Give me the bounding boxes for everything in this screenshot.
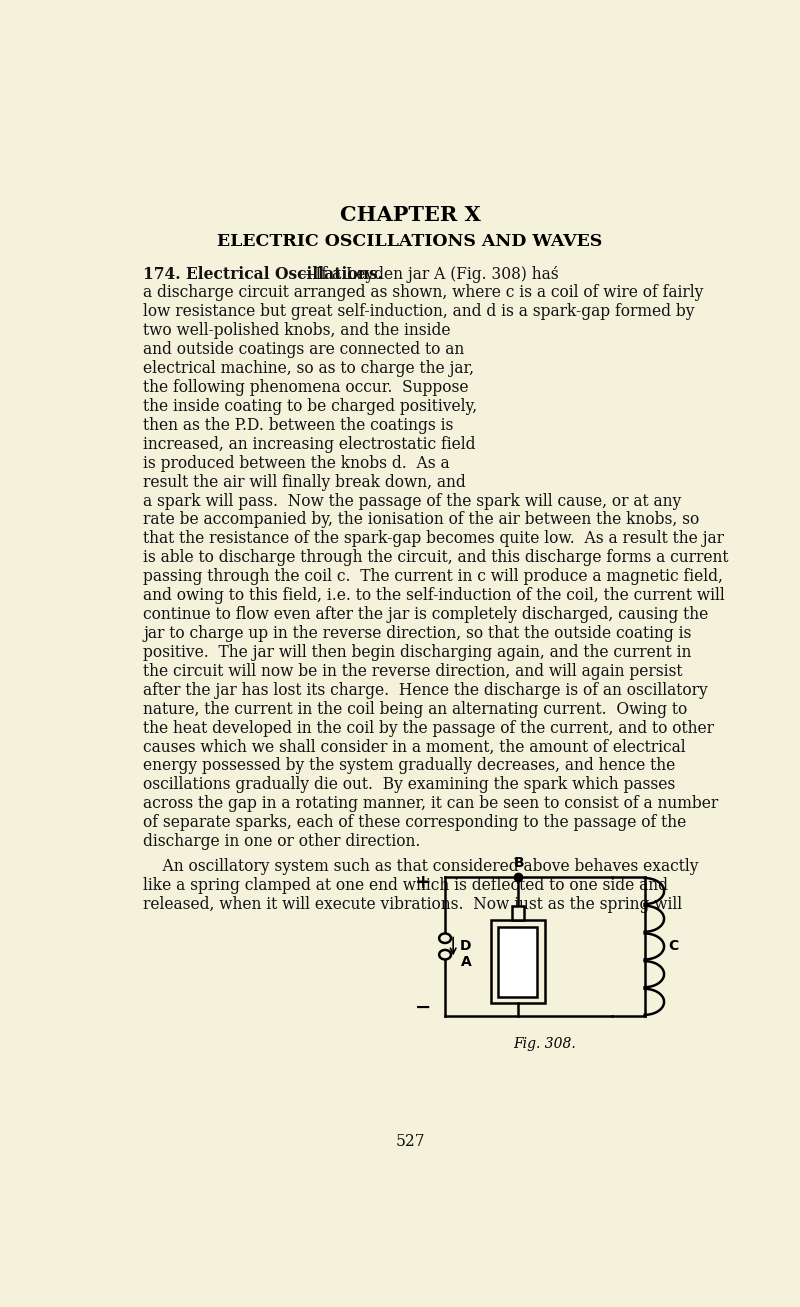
Text: the inside coating to be charged positively,: the inside coating to be charged positiv… (143, 397, 478, 414)
Text: a discharge circuit arranged as shown, where c is a coil of wire of fairly: a discharge circuit arranged as shown, w… (143, 285, 704, 302)
Text: is produced between the knobs d.  As a: is produced between the knobs d. As a (143, 455, 450, 472)
Text: —If a Leyden jar A (Fig. 308) haś: —If a Leyden jar A (Fig. 308) haś (300, 265, 558, 282)
Text: energy possessed by the system gradually decreases, and hence the: energy possessed by the system gradually… (143, 758, 676, 775)
Text: is able to discharge through the circuit, and this discharge forms a current: is able to discharge through the circuit… (143, 549, 729, 566)
Text: a spark will pass.  Now the passage of the spark will cause, or at any: a spark will pass. Now the passage of th… (143, 493, 682, 510)
Text: low resistance but great self-induction, and d is a spark-gap formed by: low resistance but great self-induction,… (143, 303, 695, 320)
Text: the circuit will now be in the reverse direction, and will again persist: the circuit will now be in the reverse d… (143, 663, 683, 680)
Text: of separate sparks, each of these corresponding to the passage of the: of separate sparks, each of these corres… (143, 814, 686, 831)
Text: across the gap in a rotating manner, it can be seen to consist of a number: across the gap in a rotating manner, it … (143, 795, 718, 812)
Text: 174. Electrical Oscillations.: 174. Electrical Oscillations. (143, 265, 383, 282)
Text: oscillations gradually die out.  By examining the spark which passes: oscillations gradually die out. By exami… (143, 776, 676, 793)
Text: ELECTRIC OSCILLATIONS AND WAVES: ELECTRIC OSCILLATIONS AND WAVES (218, 233, 602, 250)
Text: continue to flow even after the jar is completely discharged, causing the: continue to flow even after the jar is c… (143, 606, 709, 623)
Text: the following phenomena occur.  Suppose: the following phenomena occur. Suppose (143, 379, 469, 396)
Text: like a spring clamped at one end which is deflected to one side and: like a spring clamped at one end which i… (143, 877, 669, 894)
Text: causes which we shall consider in a moment, the amount of electrical: causes which we shall consider in a mome… (143, 738, 686, 755)
Text: electrical machine, so as to charge the jar,: electrical machine, so as to charge the … (143, 361, 474, 378)
Text: and owing to this field, i.e. to the self-induction of the coil, the current wil: and owing to this field, i.e. to the sel… (143, 587, 725, 604)
Text: the heat developed in the coil by the passage of the current, and to other: the heat developed in the coil by the pa… (143, 720, 714, 737)
Text: released, when it will execute vibrations.  Now just as the spring will: released, when it will execute vibration… (143, 895, 682, 912)
Text: passing through the coil c.  The current in c will produce a magnetic field,: passing through the coil c. The current … (143, 569, 723, 586)
Text: CHAPTER X: CHAPTER X (339, 205, 481, 225)
Text: discharge in one or other direction.: discharge in one or other direction. (143, 833, 421, 850)
Text: that the resistance of the spark-gap becomes quite low.  As a result the jar: that the resistance of the spark-gap bec… (143, 531, 725, 548)
Text: rate be accompanied by, the ionisation of the air between the knobs, so: rate be accompanied by, the ionisation o… (143, 511, 700, 528)
Text: nature, the current in the coil being an alternating current.  Owing to: nature, the current in the coil being an… (143, 701, 688, 718)
Text: positive.  The jar will then begin discharging again, and the current in: positive. The jar will then begin discha… (143, 644, 692, 661)
Text: result the air will finally break down, and: result the air will finally break down, … (143, 473, 466, 490)
Text: jar to charge up in the reverse direction, so that the outside coating is: jar to charge up in the reverse directio… (143, 625, 692, 642)
Text: increased, an increasing electrostatic field: increased, an increasing electrostatic f… (143, 435, 476, 452)
Text: then as the P.D. between the coatings is: then as the P.D. between the coatings is (143, 417, 454, 434)
Text: An oscillatory system such as that considered above behaves exactly: An oscillatory system such as that consi… (143, 859, 699, 876)
Text: 527: 527 (395, 1133, 425, 1150)
Text: and outside coatings are connected to an: and outside coatings are connected to an (143, 341, 465, 358)
Text: two well-polished knobs, and the inside: two well-polished knobs, and the inside (143, 323, 451, 340)
Text: after the jar has lost its charge.  Hence the discharge is of an oscillatory: after the jar has lost its charge. Hence… (143, 682, 708, 699)
